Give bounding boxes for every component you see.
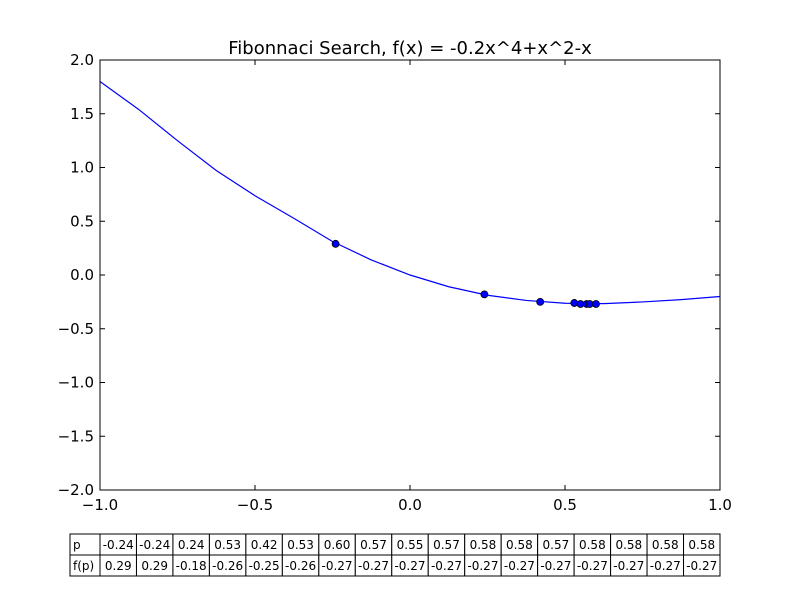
ticks-layer: −1.0 −0.5 0.0 0.5 1.0 −2.0 −1.5 −1.0 −0.5 0.0 0.5 1… bbox=[58, 51, 732, 514]
y-tick-label: 2.0 bbox=[70, 51, 94, 69]
search-point bbox=[592, 300, 600, 308]
table-cell-value: 0.58 bbox=[579, 538, 606, 552]
table-cell-value: -0.18 bbox=[176, 559, 207, 573]
table-cell-value: 0.42 bbox=[251, 538, 278, 552]
table-cell-value: 0.58 bbox=[506, 538, 533, 552]
search-point bbox=[480, 290, 489, 299]
y-tick-label: 0.0 bbox=[70, 266, 94, 284]
table-cell-value: 0.53 bbox=[287, 538, 314, 552]
table-cell-value: -0.27 bbox=[358, 559, 389, 573]
y-tick-label: −2.0 bbox=[58, 481, 94, 499]
x-tick-label: 1.0 bbox=[708, 496, 732, 514]
search-point bbox=[536, 297, 545, 306]
table-cell-value: -0.26 bbox=[285, 559, 316, 573]
x-tick-label: 0.5 bbox=[553, 496, 577, 514]
y-tick-label: −0.5 bbox=[58, 320, 94, 338]
table-cell-value: -0.27 bbox=[394, 559, 425, 573]
table-cell-value: 0.58 bbox=[688, 538, 715, 552]
table-cell-value: -0.27 bbox=[613, 559, 644, 573]
table-cell bbox=[683, 554, 721, 577]
x-tick-label: 0.0 bbox=[398, 496, 422, 514]
y-tick-label: −1.5 bbox=[58, 427, 94, 445]
points-layer bbox=[331, 239, 600, 308]
table-cell-value: 0.29 bbox=[141, 559, 168, 573]
y-tick-label: 0.5 bbox=[70, 212, 94, 230]
table-cell-value: -0.26 bbox=[212, 559, 243, 573]
table-row-label: p bbox=[73, 538, 81, 552]
y-tick-label: −1.0 bbox=[58, 374, 94, 392]
table-cell-value: 0.57 bbox=[360, 538, 387, 552]
table-cell-value: -0.27 bbox=[504, 559, 535, 573]
chart-title: Fibonnaci Search, f(x) = -0.2x^4+x^2-x bbox=[228, 38, 592, 59]
table-cell-value: -0.27 bbox=[467, 559, 498, 573]
table-cell-value: 0.53 bbox=[214, 538, 241, 552]
x-tick-label: −1.0 bbox=[82, 496, 118, 514]
table-cell-value: 0.58 bbox=[615, 538, 642, 552]
table-cell-value: 0.29 bbox=[105, 559, 132, 573]
search-point bbox=[331, 239, 340, 248]
table-cell-value: -0.27 bbox=[540, 559, 571, 573]
table-cell-value: -0.24 bbox=[103, 538, 134, 552]
table-cell-value: -0.25 bbox=[249, 559, 280, 573]
curve-layer bbox=[99, 81, 721, 305]
x-tick-label: −0.5 bbox=[237, 496, 273, 514]
table-cell-value: 0.55 bbox=[397, 538, 424, 552]
table-cell-value: -0.27 bbox=[322, 559, 353, 573]
table-cell-value: 0.57 bbox=[543, 538, 570, 552]
table-cell-value: 0.58 bbox=[470, 538, 497, 552]
y-tick-label: 1.5 bbox=[70, 105, 94, 123]
table-cell-value: -0.27 bbox=[431, 559, 462, 573]
data-table: p -0.24 -0.24 0.24 0.53 0.42 0.53 0.60 0.57 0.55 0… bbox=[69, 533, 721, 577]
table-cell-value: -0.24 bbox=[139, 538, 170, 552]
table-cell-value: 0.57 bbox=[433, 538, 460, 552]
table-cell-value: -0.27 bbox=[577, 559, 608, 573]
table-cell-value: 0.60 bbox=[324, 538, 351, 552]
table-row-label: f(p) bbox=[73, 559, 94, 573]
table-cell-value: -0.27 bbox=[686, 559, 717, 573]
function-curve bbox=[99, 81, 721, 305]
table-cell-value: -0.27 bbox=[650, 559, 681, 573]
y-tick-label: 1.0 bbox=[70, 159, 94, 177]
table-cell-value: 0.58 bbox=[652, 538, 679, 552]
table-cell-value: 0.24 bbox=[178, 538, 205, 552]
search-point bbox=[570, 299, 579, 307]
